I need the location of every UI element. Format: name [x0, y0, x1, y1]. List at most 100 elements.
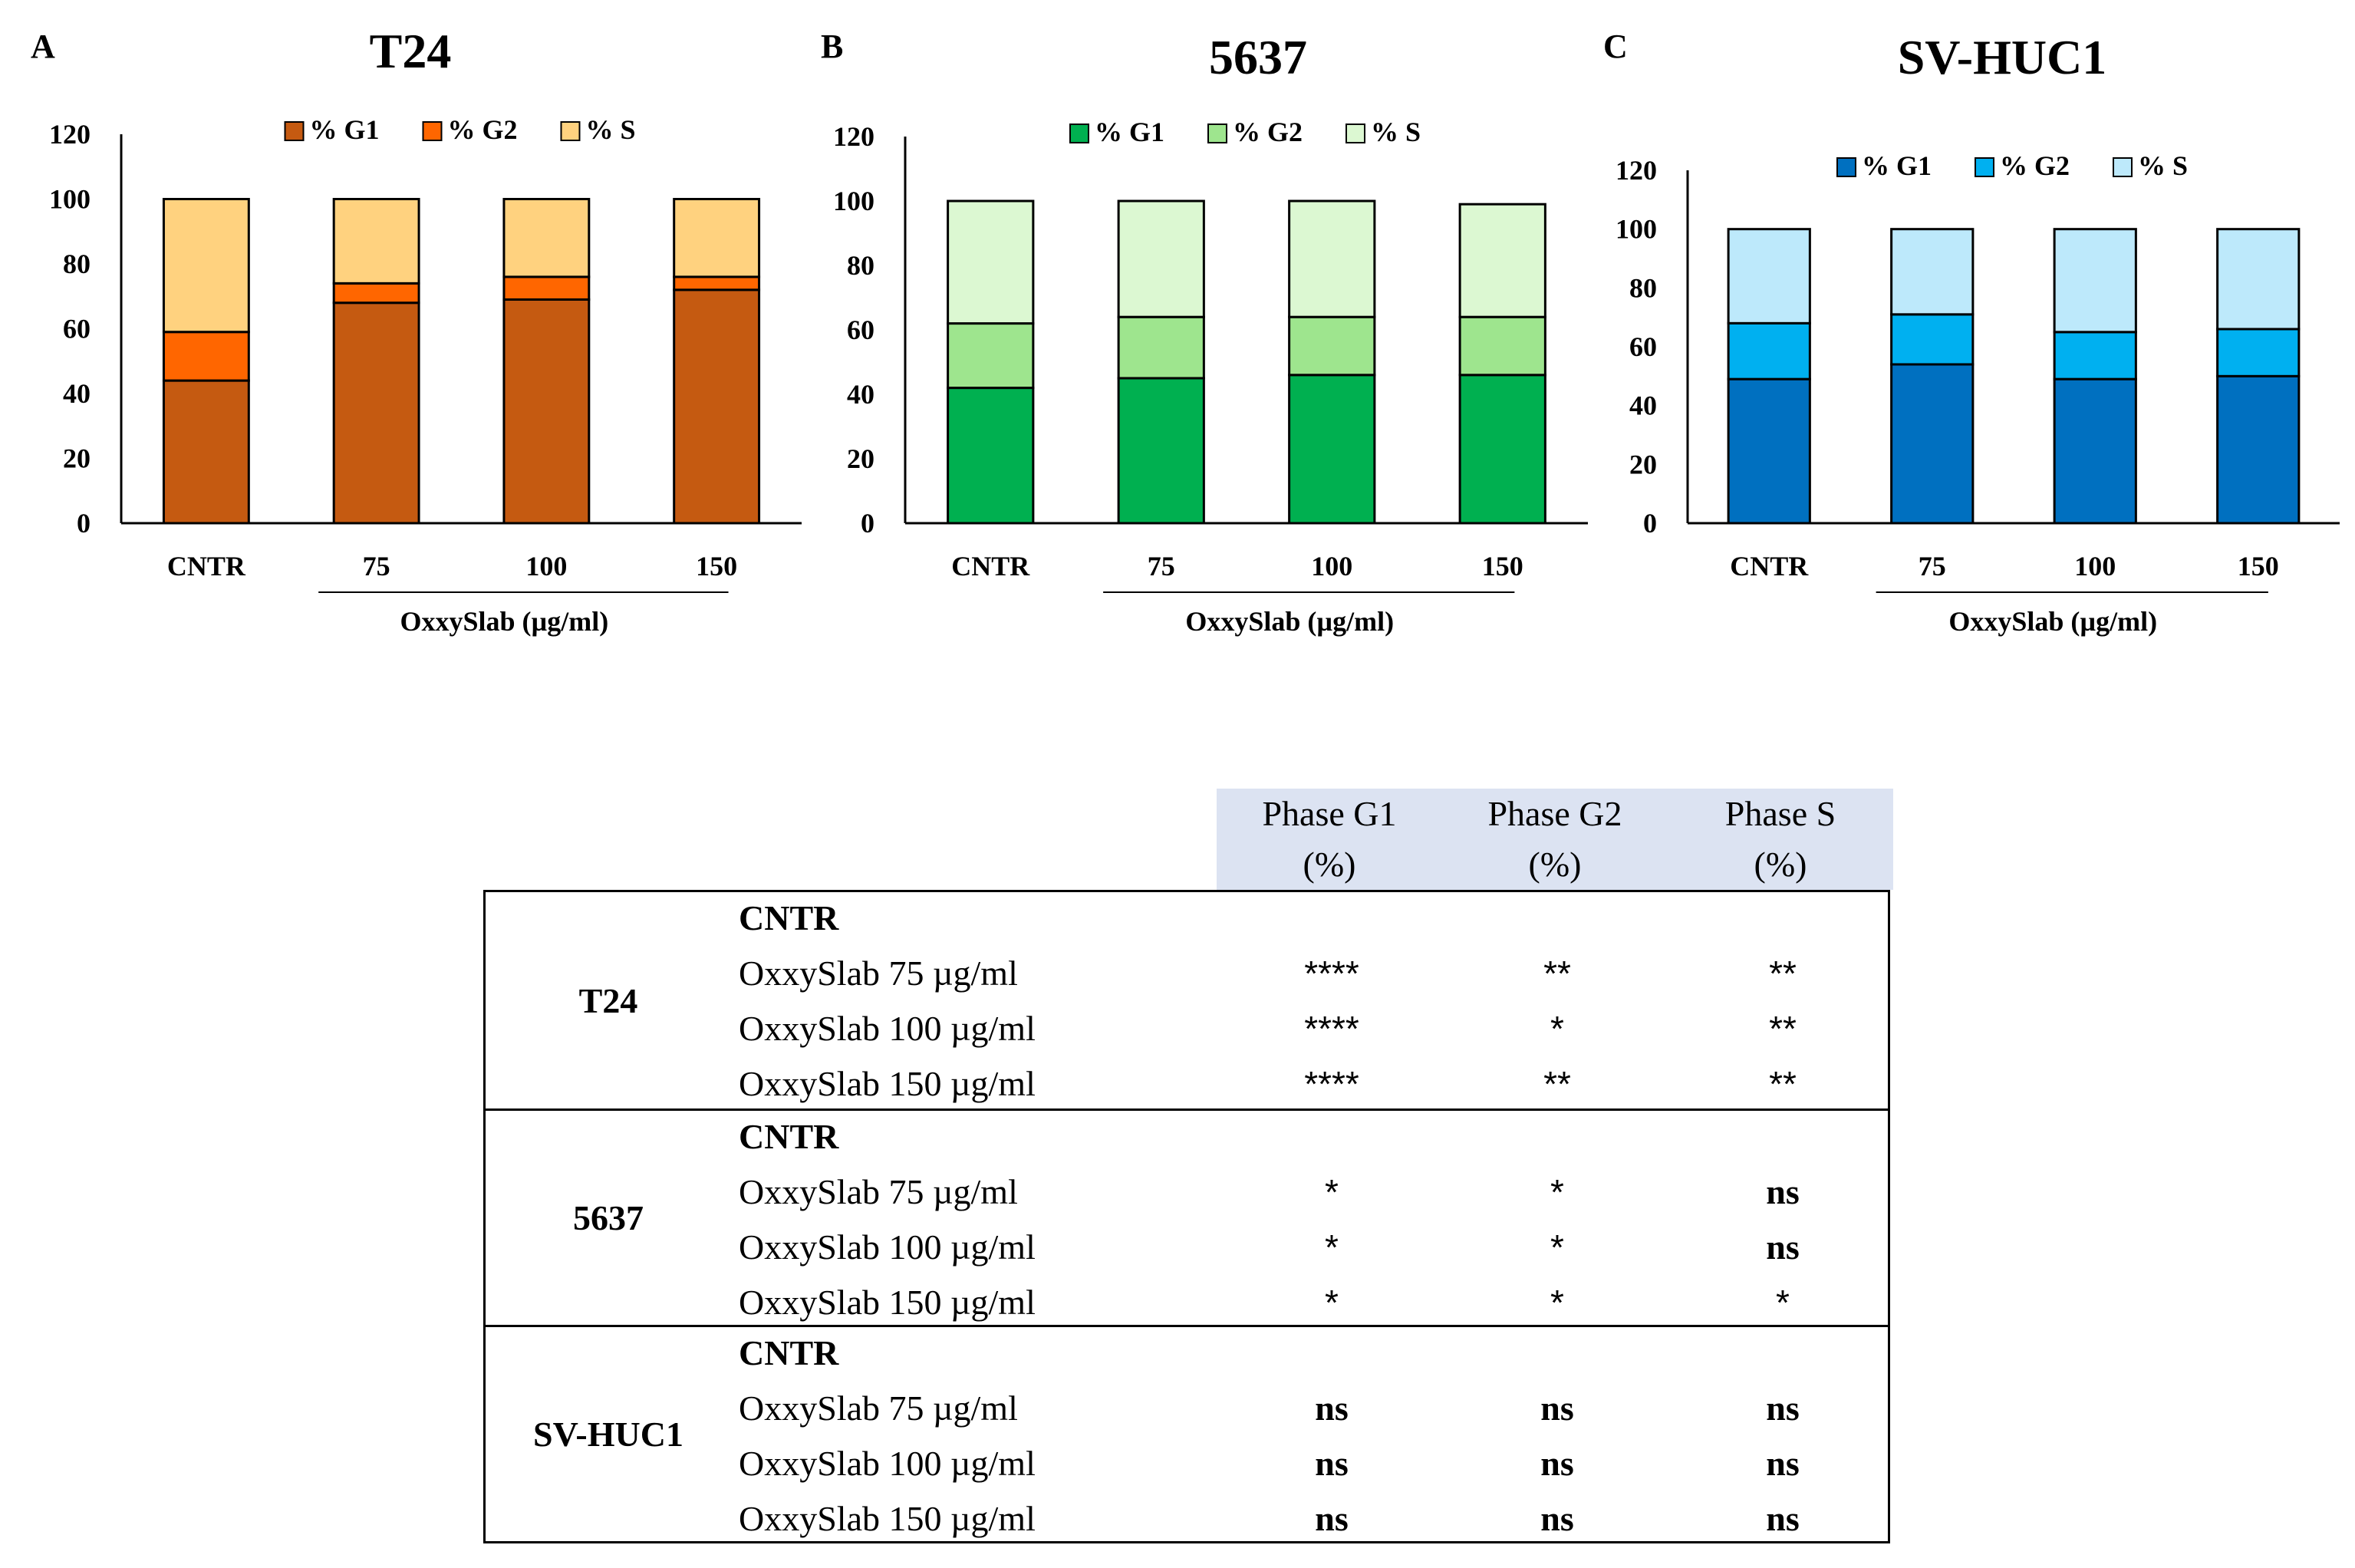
- x-tick-label: 150: [696, 551, 737, 581]
- x-axis-label: OxxySlab (µg/ml): [1948, 606, 2157, 637]
- x-tick-label: CNTR: [167, 551, 246, 581]
- header-s-unit: (%): [1754, 845, 1807, 884]
- bar-segment: [1288, 199, 1376, 318]
- legend-swatch: [2113, 157, 2133, 177]
- condition-label: OxxySlab 100 µg/ml: [739, 1227, 1036, 1267]
- condition-label: OxxySlab 75 µg/ml: [739, 1388, 1018, 1428]
- bar-segment: [162, 379, 250, 525]
- significance-g2: *: [1550, 1009, 1564, 1049]
- condition-label: OxxySlab 150 µg/ml: [739, 1064, 1036, 1103]
- significance-g2: *: [1550, 1283, 1564, 1323]
- table-row: OxxySlab 150 µg/ml ns ns ns: [486, 1491, 1888, 1547]
- bar-segment: [1117, 199, 1205, 318]
- bar-segment: [1727, 321, 1811, 380]
- condition-label: OxxySlab 75 µg/ml: [739, 954, 1018, 993]
- significance-s: **: [1769, 1064, 1797, 1104]
- bar-segment: [502, 298, 591, 525]
- condition-label: CNTR: [739, 1333, 839, 1372]
- table-row: OxxySlab 150 µg/ml **** ** **: [486, 1056, 1888, 1112]
- x-tick-label: 150: [1482, 551, 1523, 581]
- panel-letter: C: [1603, 28, 1628, 65]
- significance-g1: ****: [1304, 954, 1359, 993]
- legend-swatch: [1345, 124, 1365, 143]
- significance-g1: ns: [1315, 1388, 1349, 1428]
- condition-label: OxxySlab 150 µg/ml: [739, 1283, 1036, 1322]
- significance-g1: ns: [1315, 1444, 1349, 1483]
- legend-label: % G2: [2000, 150, 2070, 181]
- chart-title: SV-HUC1: [1898, 30, 2107, 84]
- table-row: OxxySlab 75 µg/ml **** ** **: [486, 946, 1888, 1001]
- table-row: OxxySlab 150 µg/ml * * *: [486, 1275, 1888, 1330]
- y-tick-label: 80: [847, 250, 874, 281]
- header-s-label: Phase S: [1724, 794, 1836, 833]
- legend-swatch: [1069, 124, 1089, 143]
- panel-letter: B: [821, 28, 843, 65]
- x-axis-label: OxxySlab (µg/ml): [1185, 606, 1394, 637]
- table-row: CNTR: [486, 1109, 1888, 1164]
- table-row: CNTR: [486, 891, 1888, 946]
- bar-segment: [2053, 228, 2137, 334]
- chart-title: T24: [370, 24, 452, 78]
- bar-segment: [673, 275, 761, 292]
- legend-label: % G1: [1862, 150, 1932, 181]
- significance-g1: *: [1325, 1172, 1339, 1212]
- x-tick-label: 100: [525, 551, 567, 581]
- bar-segment: [1727, 377, 1811, 525]
- x-tick-label: CNTR: [1730, 551, 1809, 581]
- significance-s: ns: [1766, 1172, 1800, 1211]
- bar-segment: [1458, 315, 1546, 377]
- bar-segment: [1288, 374, 1376, 525]
- significance-g2: **: [1543, 1064, 1571, 1104]
- significance-s: ns: [1766, 1388, 1800, 1428]
- x-tick-label: CNTR: [951, 551, 1030, 581]
- bar-segment: [1288, 315, 1376, 377]
- table-row: CNTR: [486, 1326, 1888, 1381]
- legend-label: % S: [586, 114, 636, 145]
- significance-s: ns: [1766, 1227, 1800, 1267]
- x-tick-label: 100: [1311, 551, 1352, 581]
- legend-label: % G1: [1095, 117, 1164, 147]
- bar-segment: [1117, 315, 1205, 380]
- panel-letter: A: [31, 28, 55, 65]
- y-tick-label: 40: [63, 378, 91, 409]
- x-tick-label: 75: [1919, 551, 1946, 581]
- bar-segment: [673, 288, 761, 525]
- legend-swatch: [1207, 124, 1227, 143]
- significance-g2: ns: [1540, 1388, 1574, 1428]
- bar-segment: [673, 198, 761, 278]
- significance-g1: ****: [1304, 1009, 1359, 1049]
- group-name: SV-HUC1: [533, 1415, 683, 1454]
- table-body: T24 CNTR OxxySlab 75 µg/ml **** ** ** OxxySlab…: [483, 890, 1890, 1543]
- bar-segment: [1458, 203, 1546, 318]
- table-row: OxxySlab 75 µg/ml ns ns ns: [486, 1381, 1888, 1436]
- stacked-bar-charts: A T24 0 20 40 60 80 100 120 CNTR 75 100 150 OxxySlab …: [31, 24, 2340, 637]
- bar-segment: [332, 282, 420, 305]
- y-tick-label: 60: [63, 314, 91, 344]
- y-tick-label: 20: [847, 443, 874, 474]
- table-group: 5637 CNTR OxxySlab 75 µg/ml * * ns OxxySlab 10…: [486, 1108, 1888, 1325]
- y-tick-label: 80: [1629, 272, 1657, 303]
- y-tick-label: 20: [1629, 449, 1657, 479]
- bar-segment: [1890, 363, 1975, 525]
- chart-title: 5637: [1209, 30, 1307, 84]
- bar-segment: [2053, 377, 2137, 525]
- header-g1-label: Phase G1: [1262, 794, 1397, 833]
- y-tick-label: 0: [861, 508, 874, 539]
- table-header: Phase G1 (%) Phase G2 (%) Phase S (%): [1217, 789, 1893, 890]
- significance-g2: *: [1550, 1172, 1564, 1212]
- y-tick-label: 40: [1629, 390, 1657, 421]
- header-g2-unit: (%): [1528, 845, 1582, 884]
- bar-segment: [162, 331, 250, 382]
- bar-segment: [162, 198, 250, 334]
- legend-label: % G2: [448, 114, 518, 145]
- legend-label: % S: [1371, 117, 1421, 147]
- bar-segment: [2216, 374, 2301, 525]
- bar-segment: [1458, 374, 1546, 525]
- y-tick-label: 60: [847, 315, 874, 345]
- legend-label: % G1: [310, 114, 380, 145]
- y-tick-label: 80: [63, 249, 91, 279]
- bar-segment: [1890, 313, 1975, 366]
- condition-label: OxxySlab 100 µg/ml: [739, 1009, 1036, 1048]
- bar-segment: [332, 198, 420, 285]
- bar-segment: [2216, 328, 2301, 377]
